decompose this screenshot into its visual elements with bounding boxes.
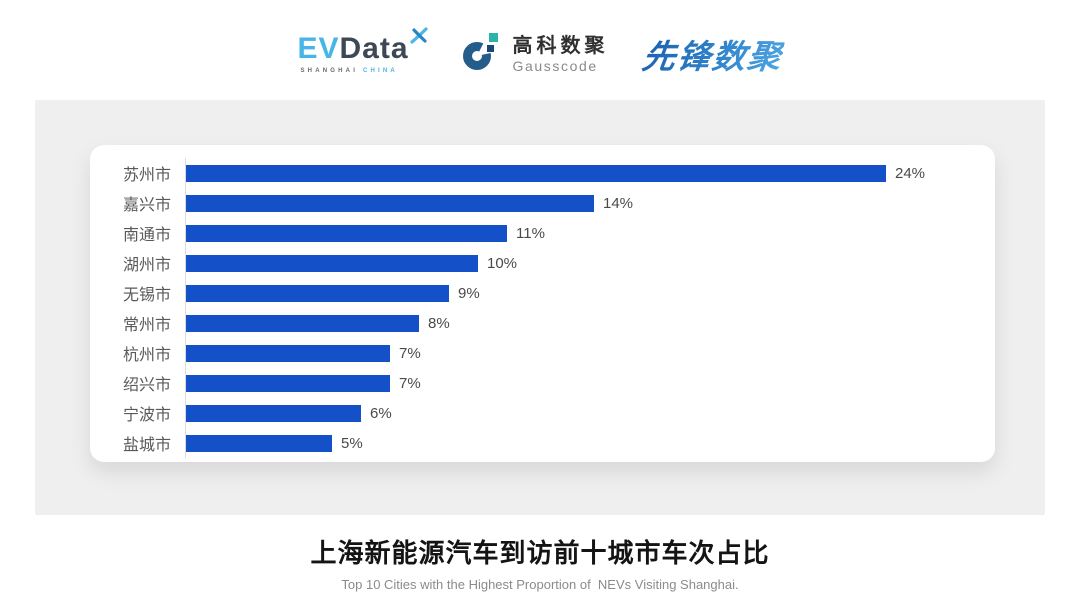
chart-row: 盐城市 5% <box>90 428 995 458</box>
bar-track: 7% <box>185 338 995 368</box>
value-label: 14% <box>603 194 634 212</box>
gausscode-text: 高科数聚 Gausscode <box>513 35 609 74</box>
bar <box>186 194 594 212</box>
evdata-wordmark: EV Data <box>297 27 428 65</box>
bar-track: 7% <box>185 368 995 398</box>
gausscode-cn-name: 高科数聚 <box>512 34 609 57</box>
category-label: 南通市 <box>122 227 171 244</box>
logo-bar: EV Data SHANGHAI CHINA 高科数聚 Gausscode 先锋数… <box>0 26 1080 82</box>
category-label: 绍兴市 <box>122 377 171 394</box>
bar-track: 14% <box>185 188 995 218</box>
chart-row: 嘉兴市 14% <box>90 188 995 218</box>
value-label: 8% <box>428 314 450 332</box>
evdata-tagline-shanghai: SHANGHAI <box>300 68 359 74</box>
chart-row: 苏州市 24% <box>90 158 995 188</box>
chart-row: 绍兴市 7% <box>90 368 995 398</box>
chart-row: 宁波市 6% <box>90 398 995 428</box>
bar <box>186 404 361 422</box>
bar <box>186 434 332 452</box>
evdata-data-text: Data <box>339 32 409 65</box>
chart-row: 杭州市 7% <box>90 338 995 368</box>
bar-track: 24% <box>185 158 995 188</box>
bar-track: 6% <box>185 398 995 428</box>
category-label: 宁波市 <box>122 407 171 424</box>
value-label: 7% <box>399 374 421 392</box>
chart-subtitle: Top 10 Cities with the Highest Proportio… <box>341 577 739 592</box>
evdata-x-mark-icon <box>409 27 428 44</box>
bar-track: 5% <box>185 428 995 458</box>
gausscode-mark-icon <box>462 30 504 70</box>
bar-track: 11% <box>185 218 995 248</box>
bar <box>186 344 390 362</box>
evdata-logo: EV Data SHANGHAI CHINA <box>297 27 428 74</box>
category-label: 杭州市 <box>122 347 171 364</box>
footer: 上海新能源汽车到访前十城市车次占比 Top 10 Cities with the… <box>0 533 1080 592</box>
bar <box>186 164 886 182</box>
chart-row: 无锡市 9% <box>90 278 995 308</box>
value-label: 5% <box>341 434 363 452</box>
bar-track: 10% <box>185 248 995 278</box>
category-label: 湖州市 <box>122 257 171 274</box>
value-label: 9% <box>458 284 480 302</box>
value-label: 7% <box>399 344 421 362</box>
chart-title: 上海新能源汽车到访前十城市车次占比 <box>310 538 770 568</box>
category-label: 常州市 <box>122 317 171 334</box>
bar <box>186 254 478 272</box>
bar <box>186 284 449 302</box>
evdata-tagline-china: CHINA <box>362 68 398 74</box>
category-label: 无锡市 <box>122 287 171 304</box>
value-label: 6% <box>370 404 392 422</box>
value-label: 10% <box>487 254 518 272</box>
bar-track: 8% <box>185 308 995 338</box>
bar-track: 9% <box>185 278 995 308</box>
category-label: 嘉兴市 <box>122 197 171 214</box>
chart-row: 南通市 11% <box>90 218 995 248</box>
gausscode-en-name: Gausscode <box>512 57 598 74</box>
evdata-tagline: SHANGHAI CHINA <box>300 68 397 74</box>
chart-row: 湖州市 10% <box>90 248 995 278</box>
value-label: 24% <box>895 164 926 182</box>
bar <box>186 224 507 242</box>
category-label: 苏州市 <box>122 167 171 184</box>
value-label: 11% <box>516 224 545 242</box>
bar <box>186 374 390 392</box>
bar <box>186 314 419 332</box>
gausscode-logo: 高科数聚 Gausscode <box>462 30 609 78</box>
evdata-ev-text: EV <box>297 32 340 65</box>
chart-rows: 苏州市 24% 嘉兴市 14% 南通市 11% 湖州市 10% 无锡市 9% 常州市 8% 杭州市 7% 绍… <box>90 158 995 458</box>
xianfeng-logo: 先锋数聚 <box>639 30 786 78</box>
chart-row: 常州市 8% <box>90 308 995 338</box>
chart-panel: 苏州市 24% 嘉兴市 14% 南通市 11% 湖州市 10% 无锡市 9% 常州市 8% 杭州市 7% 绍… <box>35 100 1045 515</box>
chart-card: 苏州市 24% 嘉兴市 14% 南通市 11% 湖州市 10% 无锡市 9% 常州市 8% 杭州市 7% 绍… <box>90 145 995 462</box>
category-label: 盐城市 <box>122 437 171 454</box>
